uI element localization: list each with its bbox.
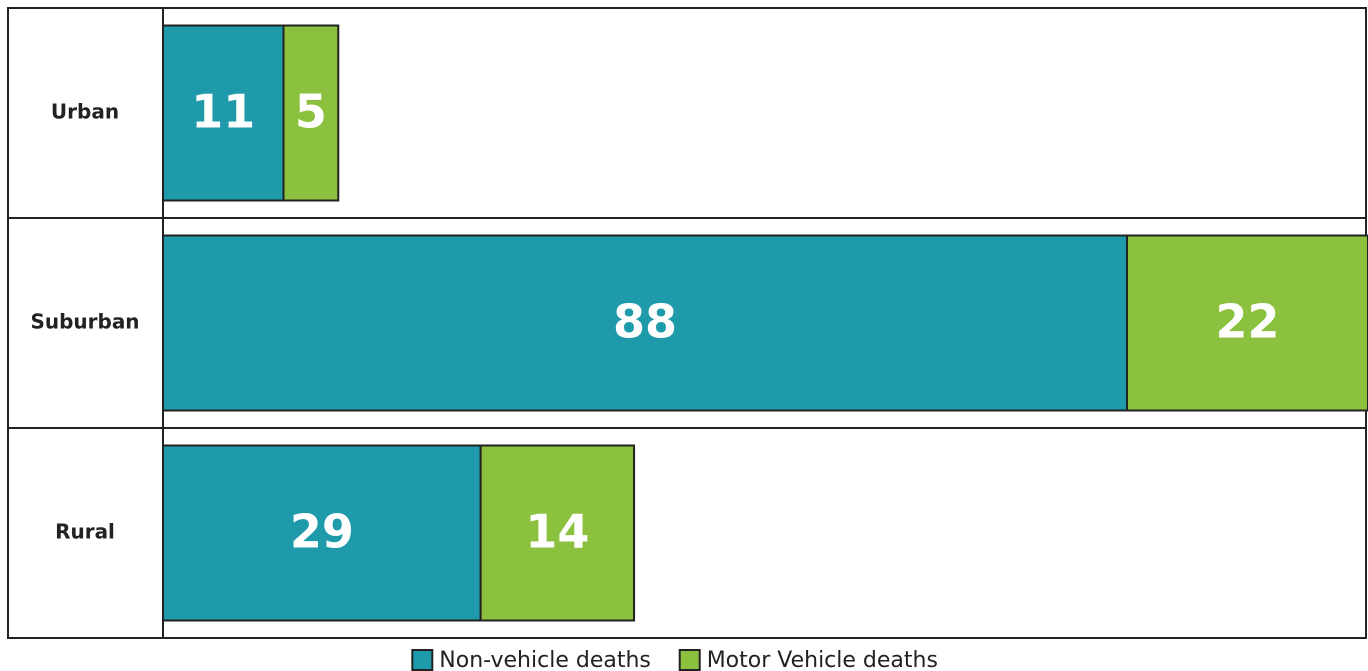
legend-swatch: [678, 649, 701, 671]
value-label: 11: [191, 85, 255, 139]
value-label: 22: [1215, 295, 1279, 349]
legend-swatch: [411, 649, 434, 671]
value-label: 5: [295, 85, 327, 139]
legend-label: Motor Vehicle deaths: [707, 648, 938, 671]
bar-segment: [162, 234, 1128, 412]
bar-segment: [162, 444, 482, 622]
value-label: 29: [290, 505, 354, 559]
bar-segment: [162, 24, 285, 202]
bar-segment: [1126, 234, 1368, 412]
legend-label: Non-vehicle deaths: [439, 648, 651, 671]
category-label: Suburban: [30, 310, 139, 334]
bar-segment: [282, 24, 340, 202]
bar-segment: [479, 444, 636, 622]
category-label: Rural: [55, 520, 115, 544]
value-label: 14: [525, 505, 589, 559]
value-label: 88: [613, 295, 677, 349]
category-label: Urban: [51, 100, 119, 124]
